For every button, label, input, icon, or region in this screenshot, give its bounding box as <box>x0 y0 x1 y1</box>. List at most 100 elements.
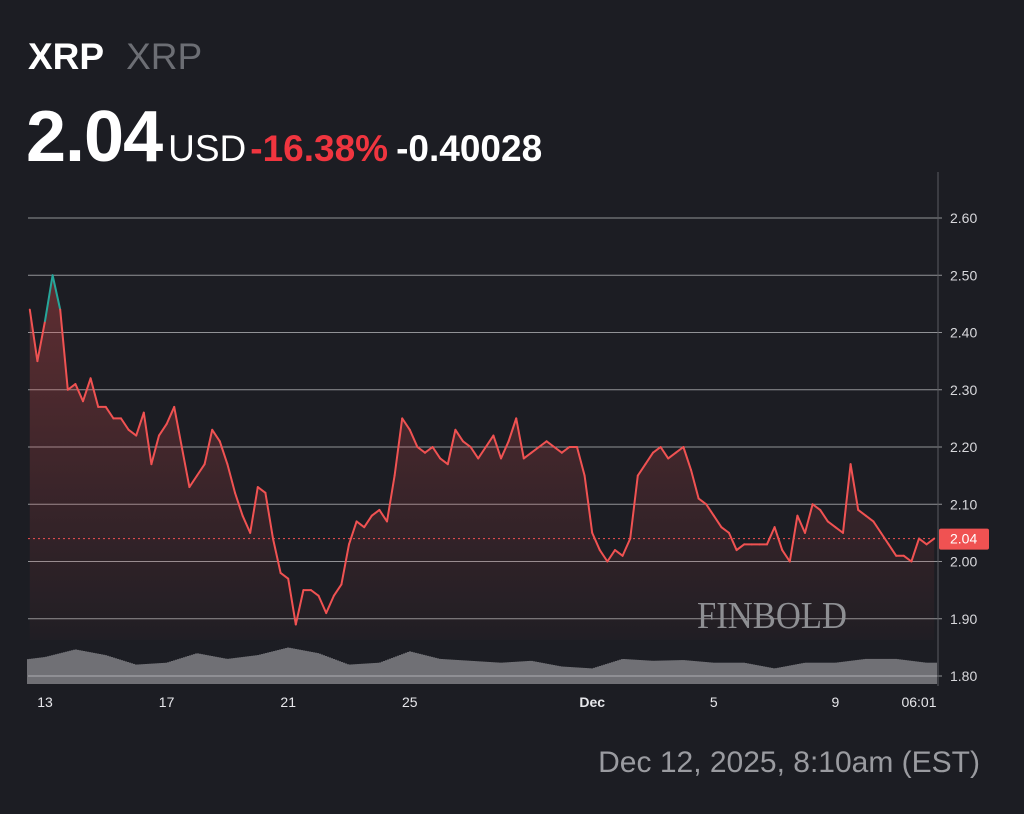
price-segment <box>804 503 814 534</box>
price-segment <box>317 594 328 615</box>
price-segment <box>697 497 708 506</box>
price-segment <box>158 423 168 437</box>
price-segment <box>127 428 138 437</box>
x-tick-label: 9 <box>832 694 840 710</box>
price-segment <box>348 520 358 546</box>
price-segment <box>416 446 426 454</box>
price-segment <box>287 577 297 626</box>
price-segment <box>325 594 335 615</box>
price-segment <box>864 514 875 523</box>
y-tick-label: 1.90 <box>950 611 977 627</box>
y-tick-label: 2.40 <box>950 325 977 341</box>
price-segment <box>918 537 928 546</box>
price-segment <box>264 491 274 540</box>
price-segment <box>576 446 586 477</box>
price-segment <box>598 549 609 563</box>
price-segment <box>150 434 160 466</box>
price-segment <box>842 463 852 534</box>
asset-name: XRP <box>126 36 203 77</box>
volume-bars <box>27 647 937 684</box>
x-tick-label: Dec <box>579 694 605 710</box>
price-area-fill <box>29 275 935 640</box>
price-segment <box>211 428 221 443</box>
price-segment <box>249 486 259 534</box>
price-segment <box>135 411 145 437</box>
price-line <box>28 274 936 626</box>
price-segment <box>690 468 700 500</box>
price-segment <box>272 537 282 574</box>
price-segment <box>66 383 77 391</box>
price-segment <box>355 520 366 529</box>
y-tick-label: 2.30 <box>950 382 977 398</box>
price-segment <box>545 440 556 448</box>
price-segment <box>872 520 882 534</box>
price-segment <box>826 520 837 529</box>
price-segment <box>538 440 548 448</box>
currency: USD <box>168 128 247 169</box>
asset-header: XRP XRP <box>28 36 202 78</box>
price-segment <box>241 514 252 534</box>
price-segment <box>781 549 791 563</box>
price-segment <box>59 308 69 391</box>
price-segment <box>614 549 624 557</box>
price-segment <box>142 411 153 466</box>
x-tick-label: 06:01 <box>901 694 936 710</box>
price-segment <box>89 377 100 408</box>
y-tick-label: 2.10 <box>950 496 977 512</box>
price-segment <box>796 514 806 534</box>
price-segment <box>621 537 632 557</box>
price-segment <box>332 583 343 597</box>
price-segment <box>294 589 305 626</box>
price-segment <box>910 537 920 563</box>
price-segment <box>705 503 715 517</box>
price-segment <box>766 526 776 546</box>
price-segment <box>674 446 685 454</box>
price-segment <box>120 417 130 431</box>
price-segment <box>203 428 214 466</box>
price-segment <box>234 491 244 517</box>
price-segment <box>659 446 670 460</box>
price-segment <box>553 446 563 454</box>
price-segment <box>226 463 236 494</box>
price-segment <box>834 526 844 534</box>
price-segment <box>728 531 738 552</box>
price-segment <box>462 440 472 448</box>
price-segment <box>256 486 267 494</box>
price-segment <box>408 428 419 448</box>
price-segment <box>583 474 594 534</box>
x-tick-label: 25 <box>402 694 418 710</box>
price-segment <box>712 514 723 529</box>
price-segment <box>36 320 46 363</box>
price-segment <box>188 474 198 489</box>
change-percent: -16.38% <box>250 128 389 169</box>
price-segment <box>370 508 381 517</box>
price-segment <box>454 428 464 443</box>
price-segment <box>530 446 540 454</box>
price-segment <box>51 274 62 311</box>
y-tick-label: 2.20 <box>950 439 977 455</box>
price-segment <box>652 446 662 454</box>
price-segment <box>667 451 677 460</box>
price-segment <box>340 543 350 586</box>
price-segment <box>310 589 320 597</box>
y-tick-label: 1.80 <box>950 668 977 684</box>
price-segment <box>173 405 183 448</box>
price-segment <box>887 543 898 557</box>
x-axis-ticks: 13 17 21 25 Dec 5 9 06:01 <box>37 694 937 710</box>
price-segment <box>424 446 434 454</box>
x-tick-label: 21 <box>280 694 296 710</box>
price-segment <box>218 440 229 466</box>
asset-symbol: XRP <box>28 36 105 77</box>
price-segment <box>446 428 457 466</box>
price-segment <box>819 508 829 523</box>
price-segment <box>500 440 510 460</box>
price-segment <box>515 417 525 460</box>
price-segment <box>393 417 404 477</box>
price-segment <box>857 508 867 517</box>
y-tick-label: 2.60 <box>950 210 977 226</box>
finbold-watermark: FINBOLD <box>697 595 847 637</box>
price-segment <box>82 377 92 403</box>
price-segment <box>439 457 449 466</box>
change-absolute: -0.40028 <box>396 128 543 169</box>
price-segment <box>522 451 533 460</box>
